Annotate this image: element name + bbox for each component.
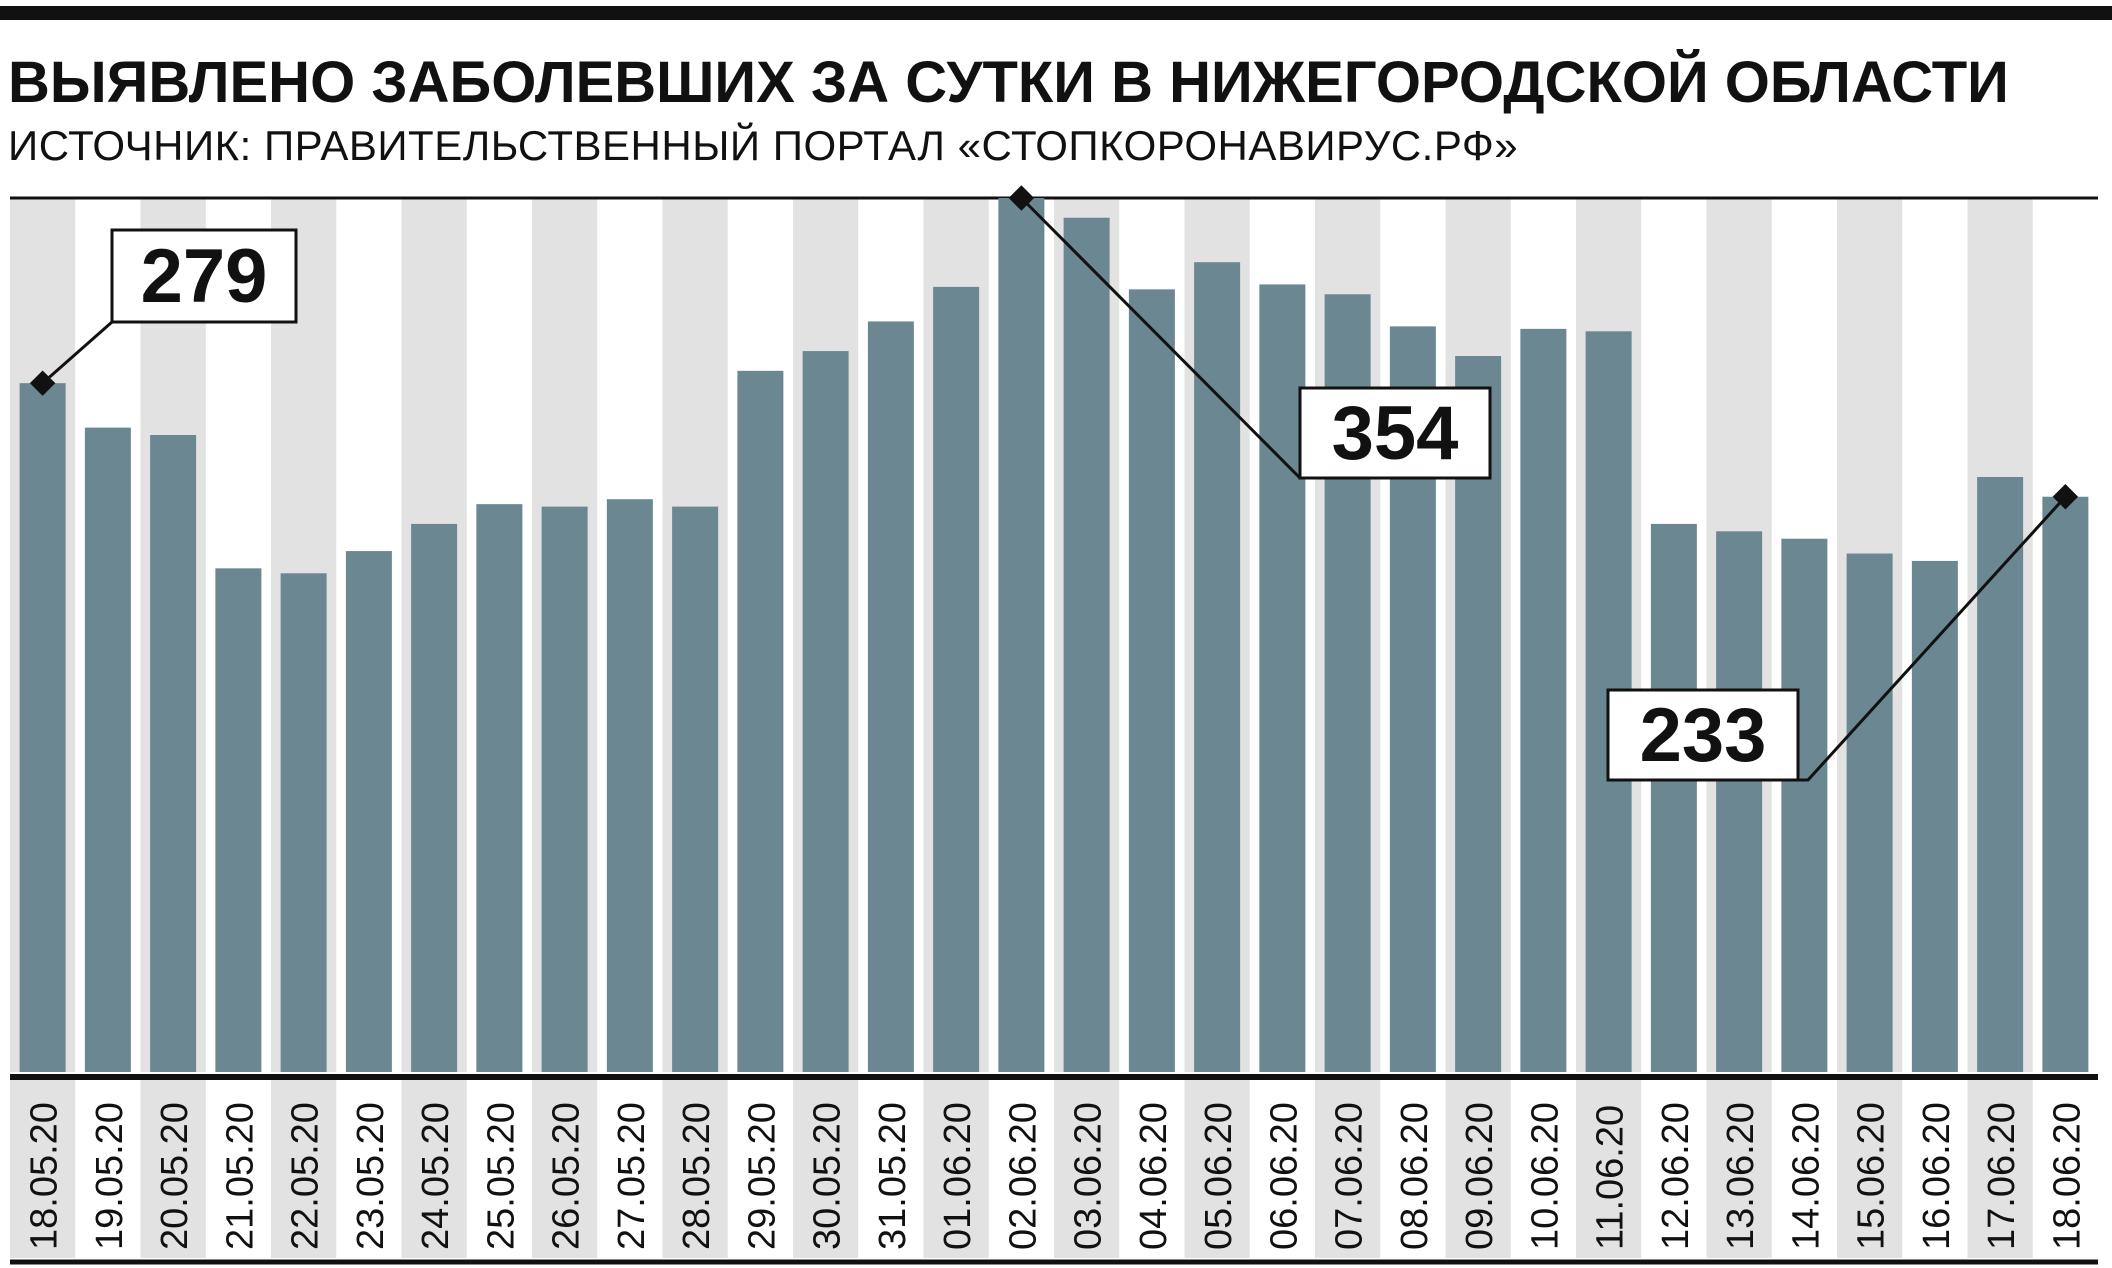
bar-25.05.20 [476,504,523,1073]
chart-title-bold: НИЖЕГОРОДСКОЙ ОБЛАСТИ [1169,50,2009,115]
x-tick-label: 23.05.20 [350,1102,392,1250]
x-tick-label: 18.06.20 [2046,1102,2088,1250]
label-stripe [1054,1080,1120,1258]
top-rule [0,6,2112,20]
data-point-marker [29,370,56,396]
bar-05.06.20 [1194,262,1241,1072]
x-tick-label: 12.06.20 [1655,1102,1697,1250]
label-stripe [1445,1080,1511,1258]
x-tick-label: 31.05.20 [872,1102,914,1250]
x-tick-label: 07.06.20 [1329,1102,1371,1250]
x-tick-label: 10.06.20 [1524,1102,1566,1250]
data-label: 233 [1640,693,1767,778]
bar-31.05.20 [867,321,914,1073]
label-stripe [1837,1080,1903,1258]
x-tick-label: 16.06.20 [1916,1102,1958,1250]
label-stripe [401,1080,467,1258]
x-tick-label: 06.06.20 [1263,1102,1305,1250]
x-tick-label: 19.05.20 [89,1102,131,1250]
x-tick-label: 05.06.20 [1198,1102,1240,1250]
chart-title: ВЫЯВЛЕНО ЗАБОЛЕВШИХ ЗА СУТКИ В НИЖЕГОРОД… [8,48,2009,118]
bar-22.05.20 [280,573,327,1072]
label-stripe [1576,1080,1642,1258]
label-stripe [1967,1080,2033,1258]
bar-01.06.20 [933,286,980,1072]
label-stripe [1184,1080,1250,1258]
bar-02.06.20 [998,198,1045,1072]
data-label: 279 [141,234,268,319]
bar-24.05.20 [411,523,458,1072]
bar-14.06.20 [1781,538,1828,1072]
bar-03.06.20 [1063,217,1110,1073]
label-stripe [10,1080,76,1258]
callout-box [1606,688,1800,782]
bar-21.05.20 [215,568,262,1072]
callout-box [1298,386,1492,480]
bar-29.05.20 [737,370,784,1073]
bar-18.06.20 [2042,496,2089,1072]
label-stripe [793,1080,859,1258]
bar-20.05.20 [150,435,197,1072]
bar-26.05.20 [541,506,588,1072]
x-tick-label: 08.06.20 [1394,1102,1436,1250]
bar-19.05.20 [84,427,131,1072]
bar-10.06.20 [1520,328,1567,1072]
bar-18.05.20 [19,383,66,1072]
x-tick-label: 26.05.20 [546,1102,588,1250]
label-stripe [923,1080,989,1258]
chart-subtitle: ИСТОЧНИК: ПРАВИТЕЛЬСТВЕННЫЙ ПОРТАЛ «СТОП… [8,122,1519,169]
bar-23.05.20 [345,551,392,1072]
x-tick-label: 21.05.20 [219,1102,261,1250]
bar-06.06.20 [1259,284,1306,1072]
x-tick-label: 01.06.20 [937,1102,979,1250]
bar-30.05.20 [802,351,849,1072]
x-tick-label: 09.06.20 [1459,1102,1501,1250]
x-tick-label: 28.05.20 [676,1102,718,1250]
x-tick-label: 29.05.20 [741,1102,783,1250]
x-tick-label: 11.06.20 [1590,1105,1632,1250]
label-stripe [532,1080,598,1258]
bar-28.05.20 [672,506,719,1072]
x-tick-label: 25.05.20 [480,1102,522,1250]
x-tick-label: 24.05.20 [415,1102,457,1250]
x-tick-label: 27.05.20 [611,1102,653,1250]
callout-box [110,228,298,324]
bar-15.06.20 [1846,553,1893,1072]
data-label: 354 [1332,391,1459,476]
x-tick-label: 20.05.20 [154,1102,196,1250]
bar-12.06.20 [1650,523,1697,1072]
x-tick-label: 17.06.20 [1981,1102,2023,1250]
x-tick-label: 15.06.20 [1851,1102,1893,1250]
bar-04.06.20 [1128,289,1175,1072]
label-stripe [1706,1080,1772,1258]
x-tick-label: 02.06.20 [1002,1102,1044,1250]
x-tick-label: 03.06.20 [1068,1102,1110,1250]
label-stripe [140,1080,206,1258]
x-tick-label: 30.05.20 [807,1102,849,1250]
bar-13.06.20 [1716,531,1763,1072]
x-tick-label: 22.05.20 [285,1102,327,1250]
bar-17.06.20 [1977,476,2024,1072]
x-tick-label: 14.06.20 [1785,1102,1827,1250]
label-stripe [1315,1080,1381,1258]
chart-title-regular: ВЫЯВЛЕНО ЗАБОЛЕВШИХ ЗА СУТКИ В [8,50,1170,115]
label-stripe [662,1080,728,1258]
x-tick-label: 18.05.20 [24,1102,66,1250]
x-tick-label: 13.06.20 [1720,1102,1762,1250]
bar-27.05.20 [606,499,653,1072]
x-tick-label: 04.06.20 [1133,1102,1175,1250]
bar-16.06.20 [1911,560,1958,1072]
label-stripe [271,1080,337,1258]
